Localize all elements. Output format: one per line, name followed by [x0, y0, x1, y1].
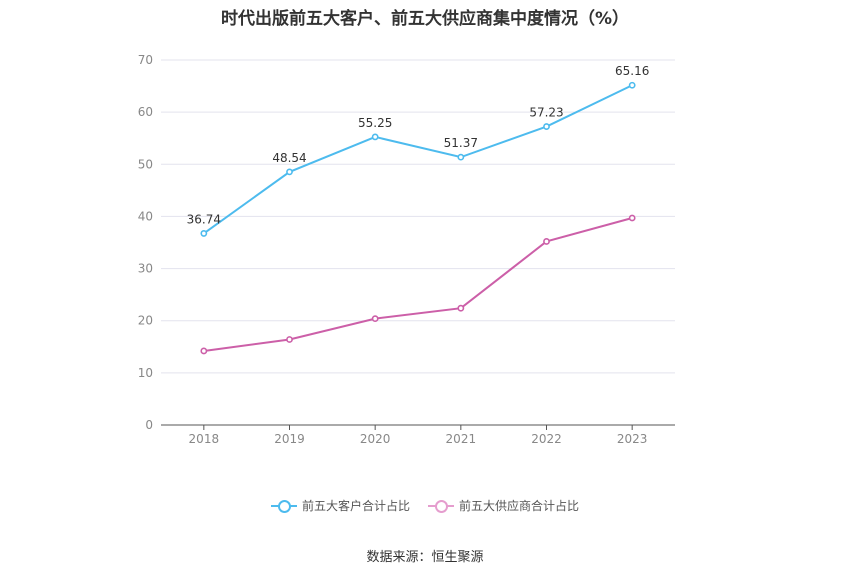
data-source-note: 数据来源：恒生聚源	[366, 550, 484, 565]
legend-item-suppliers[interactable]: 前五大供应商合计占比	[428, 497, 579, 514]
data-label-customers: 48.54	[272, 151, 306, 165]
y-tick-label: 10	[138, 366, 153, 380]
y-tick-label: 70	[138, 53, 153, 67]
x-tick-label: 2022	[531, 432, 562, 446]
y-tick-label: 40	[138, 209, 153, 223]
data-point-customers	[371, 133, 379, 141]
legend-suppliers-marker-icon	[428, 499, 454, 513]
data-point-customers	[543, 123, 550, 130]
y-tick-label: 50	[138, 157, 153, 171]
legend-suppliers-label: 前五大供应商合计占比	[459, 499, 580, 513]
y-tick-label: 20	[138, 314, 153, 328]
data-point-customers	[200, 230, 208, 237]
legend-customers-marker-icon	[270, 499, 297, 513]
data-point-suppliers	[371, 315, 379, 323]
series-line-suppliers	[203, 217, 633, 352]
legend-item-customers[interactable]: 前五大客户合计占比	[270, 497, 410, 514]
legend-customers-label: 前五大客户合计占比	[301, 499, 410, 513]
x-tick-label: 2021	[446, 432, 477, 446]
data-point-customers	[628, 81, 636, 89]
x-tick-label: 2018	[189, 432, 220, 446]
series-line-customers	[203, 84, 633, 235]
data-point-customers	[286, 168, 293, 176]
data-label-customers: 55.25	[358, 116, 392, 130]
x-tick-label: 2020	[360, 432, 391, 446]
data-label-customers: 36.74	[187, 212, 221, 226]
data-label-customers: 57.23	[529, 106, 563, 120]
data-point-suppliers	[200, 347, 208, 355]
data-point-customers	[457, 153, 465, 161]
x-tick-label: 2023	[617, 432, 648, 446]
data-point-suppliers	[457, 304, 465, 312]
y-tick-label: 30	[138, 262, 153, 276]
x-tick-label: 2019	[274, 432, 305, 446]
y-tick-label: 60	[138, 105, 153, 119]
chart-title: 时代出版前五大客户、前五大供应商集中度情况（%）	[220, 9, 630, 29]
chart-legend: 前五大客户合计占比 前五大供应商合计占比	[0, 497, 850, 514]
data-point-suppliers	[628, 214, 636, 222]
data-point-suppliers	[286, 336, 293, 343]
data-point-suppliers	[543, 238, 550, 245]
data-label-customers: 65.16	[615, 64, 649, 78]
y-tick-label: 0	[145, 418, 153, 432]
data-label-customers: 51.37	[444, 136, 478, 150]
